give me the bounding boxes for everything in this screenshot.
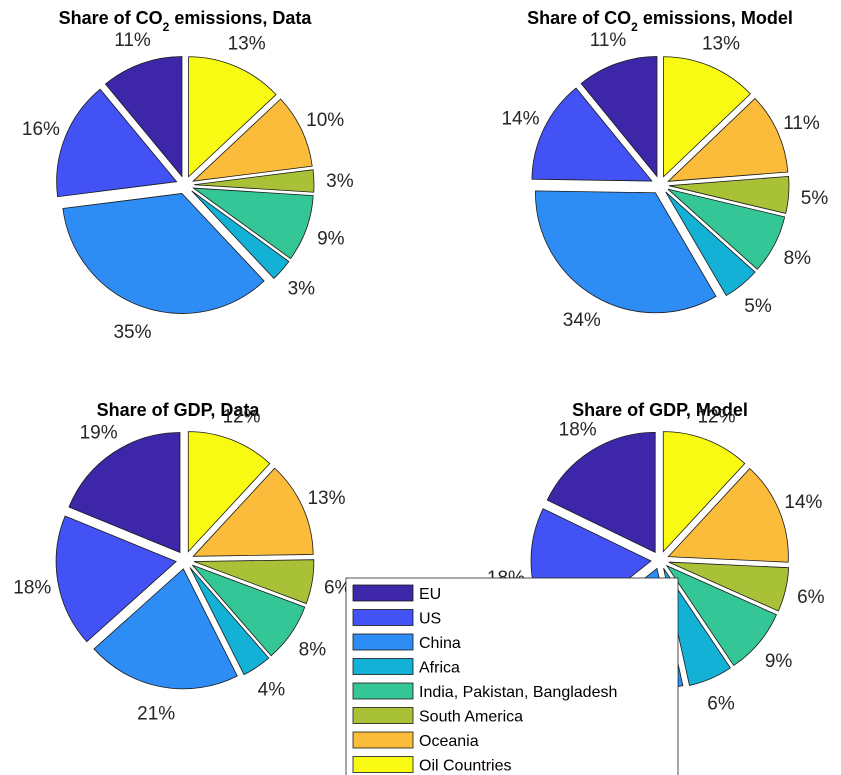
pie-slice-label: 11% (114, 30, 151, 51)
pie-slice (192, 187, 314, 260)
chart-title: Share of CO2 emissions, Data (59, 8, 313, 34)
pie-slice-label: 21% (137, 703, 175, 724)
pie-slice-label: 6% (797, 587, 825, 608)
pie-slice-label: 5% (801, 188, 829, 209)
pie-slice-label: 11% (590, 30, 627, 51)
pie-slice (667, 467, 789, 563)
pie-slice (188, 56, 277, 178)
pie-slice (68, 432, 181, 554)
legend-swatch (352, 731, 414, 749)
pie-slice (191, 98, 313, 182)
legend-label: South America (419, 709, 523, 726)
legend-item: EU (352, 584, 441, 603)
pie-slice (662, 431, 746, 553)
pie-slice-label: 3% (326, 171, 354, 192)
legend-item: US (352, 609, 441, 628)
pie-slice-label: 18% (559, 420, 597, 441)
legend-swatch (352, 633, 414, 651)
pie-slice-label: 3% (288, 279, 316, 300)
legend-swatch (352, 707, 414, 724)
pie-chart-2: Share of CO2 emissions, Model11%14%34%5%… (501, 8, 828, 331)
pie-slice-label: 8% (784, 248, 812, 269)
legend-label: Oil Countries (419, 758, 511, 775)
pie-slice-label: 6% (324, 577, 352, 598)
pie-slice (546, 431, 656, 554)
chart-title: Share of GDP, Data (97, 400, 261, 420)
pie-slice (191, 190, 290, 279)
chart-title: Share of CO2 emissions, Model (527, 8, 793, 34)
legend-label: Oceania (419, 733, 479, 750)
legend-label: EU (419, 586, 441, 603)
pie-slice (667, 188, 786, 270)
pie-slice (663, 56, 751, 178)
pie-slice-label: 11% (783, 113, 820, 134)
pie-slice-label: 13% (307, 488, 345, 509)
pie-slice-label: 9% (317, 229, 345, 250)
pie-slice (665, 191, 756, 297)
pie-slice-label: 12% (222, 407, 260, 428)
pie-slice-label: 35% (113, 322, 151, 343)
pie-slice (55, 515, 177, 643)
pie-slice (665, 564, 777, 666)
pie-slice (193, 559, 315, 605)
legend-swatch (352, 658, 414, 675)
legend-swatch (352, 756, 414, 773)
pie-slice-label: 34% (563, 310, 601, 331)
legend-item: South America (352, 707, 523, 726)
pie-slice-label: 18% (13, 577, 51, 598)
pie-slice (187, 431, 271, 553)
pie-charts: Share of CO2 emissions, Data11%16%35%3%9… (13, 8, 828, 724)
pie-slice-label: 4% (258, 680, 286, 701)
legend-swatch (352, 682, 414, 700)
legend-item: Oceania (352, 731, 479, 750)
pie-slice-label: 5% (744, 296, 772, 317)
legend-item: India, Pakistan, Bangladesh (352, 682, 617, 701)
pie-slice (104, 56, 183, 178)
legend-label: Africa (419, 660, 460, 677)
pie-slice (663, 568, 731, 686)
pie-slice (193, 169, 315, 193)
legend-label: China (419, 635, 461, 652)
pie-slice (668, 175, 790, 214)
pie-slice (192, 564, 306, 657)
legend-label: US (419, 611, 441, 628)
pie-slice (531, 87, 653, 182)
pie-slice (535, 190, 717, 314)
legend: EU US China Africa India, Pakistan, Banglade… (345, 577, 679, 775)
pie-slice (580, 56, 658, 178)
pie-slice (62, 193, 265, 314)
legend-label: India, Pakistan, Bangladesh (419, 684, 617, 701)
pie-slice-label: 6% (707, 694, 735, 715)
legend-item: China (352, 633, 461, 652)
pie-slice-label: 13% (228, 34, 266, 55)
pie-slice-label: 14% (501, 108, 539, 129)
pie-slice (192, 467, 314, 557)
pie-slice-label: 14% (784, 492, 822, 513)
legend-item: Oil Countries (352, 756, 511, 775)
legend-item: Africa (352, 658, 460, 677)
pie-slice (56, 88, 178, 198)
pie-slice-label: 16% (22, 119, 60, 140)
pie-slice-label: 19% (80, 422, 118, 443)
pie-slice-label: 8% (299, 639, 327, 660)
chart-title: Share of GDP, Model (572, 400, 748, 420)
legend-swatch (352, 584, 414, 602)
pie-slice (668, 561, 790, 612)
pie-slice (189, 567, 270, 676)
pie-slice-label: 9% (765, 651, 793, 672)
pie-slice-label: 12% (697, 407, 735, 428)
pie-slice (667, 97, 789, 182)
pie-slice-label: 13% (702, 34, 740, 55)
legend-swatch (352, 609, 414, 626)
pie-slice-label: 10% (306, 110, 344, 131)
pie-slice (93, 568, 238, 690)
